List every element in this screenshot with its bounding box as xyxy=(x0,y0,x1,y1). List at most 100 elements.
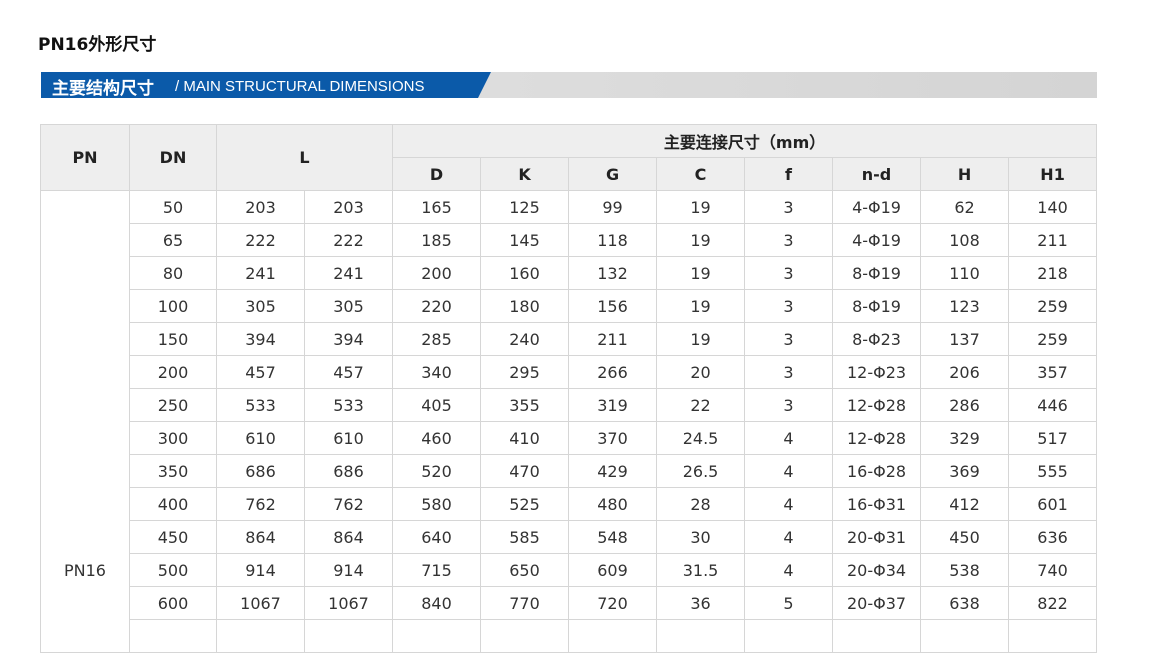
header-n-d: n-d xyxy=(832,157,922,191)
table-cell: 3 xyxy=(744,355,834,389)
table-cell: 370 xyxy=(568,421,658,455)
table-cell: 600 xyxy=(129,586,217,620)
table-cell: 770 xyxy=(480,586,570,620)
table-row: 250 533 533 405 355 319 22 3 12-Φ28 286 446 xyxy=(41,388,1098,422)
table-cell: 65 xyxy=(129,223,217,257)
table-cell: 400 xyxy=(129,487,217,521)
table-cell: 460 xyxy=(392,421,482,455)
table-cell: 150 xyxy=(129,322,217,356)
table-cell: 357 xyxy=(1008,355,1098,389)
table-row: 100 305 305 220 180 156 19 3 8-Φ19 123 259 xyxy=(41,289,1098,323)
table-cell: 222 xyxy=(303,223,394,257)
header-k: K xyxy=(480,157,570,191)
table-cell xyxy=(129,619,217,653)
table-cell: 609 xyxy=(568,553,658,587)
table-cell: 19 xyxy=(656,190,746,224)
table-cell: 525 xyxy=(480,487,570,521)
table-row: 65 222 222 185 145 118 19 3 4-Φ19 108 211 xyxy=(41,223,1098,257)
banner-title-cn: 主要结构尺寸 xyxy=(52,79,154,99)
table-cell: 740 xyxy=(1008,553,1098,587)
table-cell xyxy=(568,619,658,653)
table-cell: 580 xyxy=(392,487,482,521)
table-cell: 638 xyxy=(920,586,1010,620)
table-cell: 110 xyxy=(920,256,1010,290)
table-cell: 410 xyxy=(480,421,570,455)
table-cell xyxy=(392,619,482,653)
table-cell: 30 xyxy=(656,520,746,554)
table-cell: 100 xyxy=(129,289,217,323)
table-row: 350 686 686 520 470 429 26.5 4 16-Φ28 369 555 xyxy=(41,454,1098,488)
table-cell: 123 xyxy=(920,289,1010,323)
table-cell: 36 xyxy=(656,586,746,620)
table-cell: 250 xyxy=(129,388,217,422)
table-cell: 3 xyxy=(744,256,834,290)
table-cell xyxy=(832,619,922,653)
table-row: 200 457 457 340 295 266 20 3 12-Φ23 206 357 xyxy=(41,355,1098,389)
table-cell xyxy=(744,619,834,653)
table-cell: 266 xyxy=(568,355,658,389)
table-cell: 200 xyxy=(129,355,217,389)
table-cell: 720 xyxy=(568,586,658,620)
table-cell: 259 xyxy=(1008,322,1098,356)
table-cell: 4 xyxy=(744,553,834,587)
table-cell: 4 xyxy=(744,520,834,554)
table-cell: 762 xyxy=(303,487,394,521)
table-cell: 3 xyxy=(744,388,834,422)
table-cell xyxy=(1008,619,1098,653)
table-row: 600 1067 1067 840 770 720 36 5 20-Φ37 638 822 xyxy=(41,586,1098,620)
table-cell: 22 xyxy=(656,388,746,422)
table-cell: 20-Φ31 xyxy=(832,520,922,554)
table-cell: 610 xyxy=(216,421,305,455)
page-title: PN16外形尺寸 xyxy=(38,35,157,55)
table-cell: 405 xyxy=(392,388,482,422)
table-cell: 585 xyxy=(480,520,570,554)
table-cell: 601 xyxy=(1008,487,1098,521)
table-cell: 300 xyxy=(129,421,217,455)
table-cell: 450 xyxy=(920,520,1010,554)
table-cell: 8-Φ19 xyxy=(832,289,922,323)
table-cell: 412 xyxy=(920,487,1010,521)
table-cell: 305 xyxy=(216,289,305,323)
table-cell: 517 xyxy=(1008,421,1098,455)
table-cell: 211 xyxy=(568,322,658,356)
table-cell: 8-Φ19 xyxy=(832,256,922,290)
table-cell: 16-Φ28 xyxy=(832,454,922,488)
table-cell: 457 xyxy=(216,355,305,389)
header-dn: DN xyxy=(129,124,217,191)
table-cell: 4 xyxy=(744,487,834,521)
header-pn: PN xyxy=(40,124,130,191)
header-g: G xyxy=(568,157,658,191)
header-h: H xyxy=(920,157,1010,191)
table-cell: 28 xyxy=(656,487,746,521)
banner-title-en: / MAIN STRUCTURAL DIMENSIONS xyxy=(175,78,425,95)
table-cell: 156 xyxy=(568,289,658,323)
table-cell: 4-Φ19 xyxy=(832,190,922,224)
table-cell: 16-Φ31 xyxy=(832,487,922,521)
table-cell: 715 xyxy=(392,553,482,587)
table-cell: 1067 xyxy=(303,586,394,620)
table-row: 500 914 914 715 650 609 31.5 4 20-Φ34 538 740 xyxy=(41,553,1098,587)
table-cell: 610 xyxy=(303,421,394,455)
table-cell: 3 xyxy=(744,223,834,257)
table-cell: 394 xyxy=(303,322,394,356)
table-cell: 3 xyxy=(744,322,834,356)
table-cell: 222 xyxy=(216,223,305,257)
table-cell: 241 xyxy=(216,256,305,290)
table-cell: 864 xyxy=(216,520,305,554)
table-cell: 185 xyxy=(392,223,482,257)
table-cell: 295 xyxy=(480,355,570,389)
table-cell: 329 xyxy=(920,421,1010,455)
table-cell: 538 xyxy=(920,553,1010,587)
table-cell: 62 xyxy=(920,190,1010,224)
table-cell: 450 xyxy=(129,520,217,554)
table-cell: 220 xyxy=(392,289,482,323)
header-h1: H1 xyxy=(1008,157,1098,191)
table-cell: 125 xyxy=(480,190,570,224)
table-cell: 429 xyxy=(568,454,658,488)
table-cell: 640 xyxy=(392,520,482,554)
table-cell: 548 xyxy=(568,520,658,554)
table-cell: 520 xyxy=(392,454,482,488)
table-cell: 394 xyxy=(216,322,305,356)
table-cell: 822 xyxy=(1008,586,1098,620)
table-cell xyxy=(920,619,1010,653)
